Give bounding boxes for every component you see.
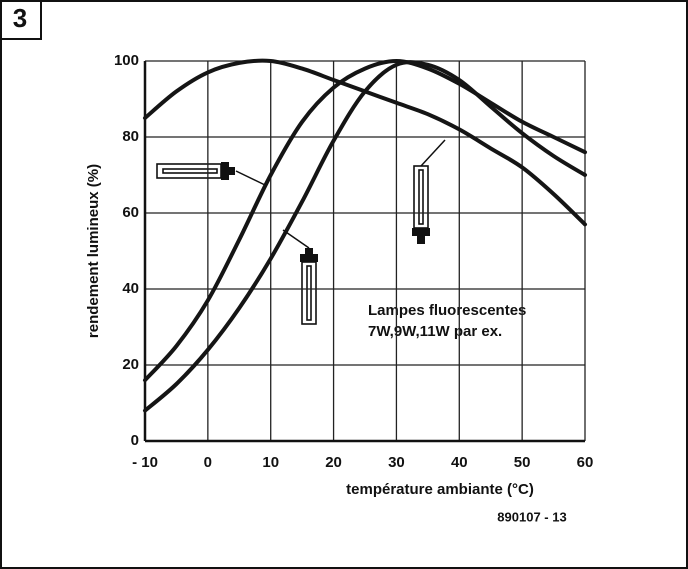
lamp-icon (156, 162, 266, 186)
x-tick-label: 10 (262, 454, 279, 471)
curve (143, 58, 587, 383)
x-tick-label: 60 (577, 454, 594, 471)
lamp-icon (282, 229, 318, 325)
x-tick-label: 40 (451, 454, 468, 471)
x-tick-label: 0 (204, 454, 212, 471)
x-tick-label: 20 (325, 454, 342, 471)
curve (143, 60, 587, 413)
y-tick-label: 60 (122, 204, 139, 221)
curve (143, 58, 587, 227)
annotation: Lampes fluorescentes (368, 302, 526, 319)
x-axis-label: température ambiante (°C) (346, 481, 534, 498)
annotation: 7W,9W,11W par ex. (368, 323, 502, 340)
figure-box (0, 0, 42, 40)
y-tick-label: 40 (122, 280, 139, 297)
y-tick-label: 80 (122, 128, 139, 145)
lamp-icon (412, 139, 446, 244)
x-tick-label: - 10 (132, 454, 158, 471)
reference: 890107 - 13 (497, 509, 566, 524)
figure-number: 3 (13, 3, 27, 33)
x-tick-label: 50 (514, 454, 531, 471)
y-tick-label: 20 (122, 356, 139, 373)
y-tick-label: 100 (114, 52, 139, 69)
x-tick-label: 30 (388, 454, 405, 471)
y-tick-label: 0 (131, 432, 139, 449)
y-axis-label: rendement lumineux (%) (85, 164, 102, 338)
